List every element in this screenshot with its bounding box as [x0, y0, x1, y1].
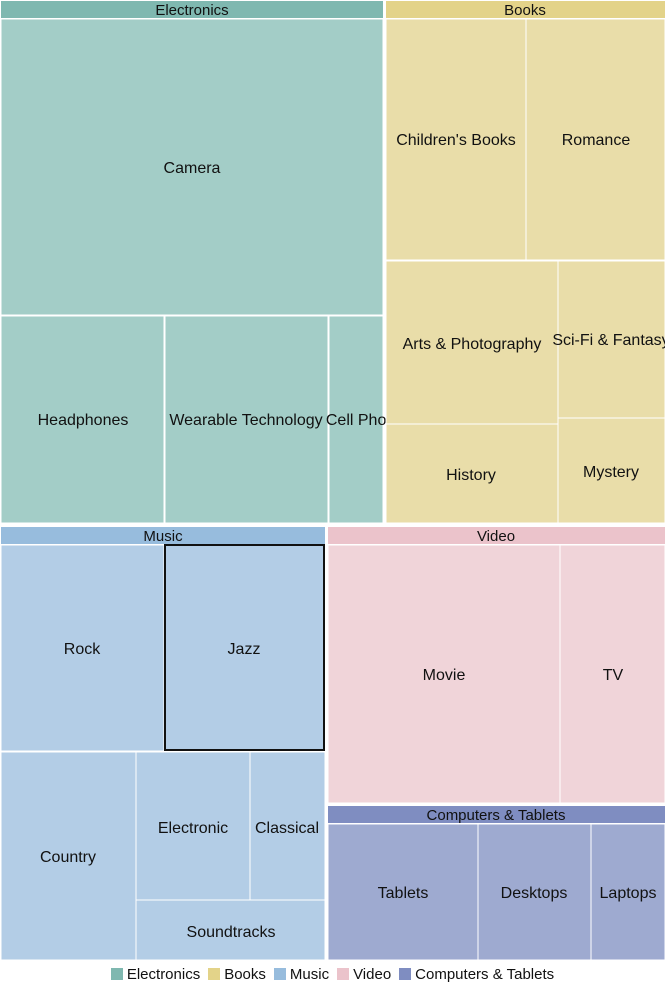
leaf-label-sci-fi-fantasy: Sci-Fi & Fantasy: [552, 332, 665, 349]
leaf-label-camera: Camera: [164, 160, 221, 177]
group-header-label-music: Music: [143, 528, 183, 545]
group-header-label-electronics: Electronics: [155, 2, 228, 19]
leaf-label-headphones: Headphones: [38, 412, 129, 429]
leaf-label-tablets: Tablets: [378, 885, 429, 902]
treemap-chart: Electronics Camera Headphones Wearable T…: [0, 0, 665, 962]
leaf-headphones[interactable]: [0, 315, 165, 524]
leaf-electronic[interactable]: [135, 751, 251, 901]
legend-item-books[interactable]: Books: [208, 966, 266, 983]
legend: Electronics Books Music Video Computers …: [0, 962, 665, 986]
leaf-label-wearable-technology: Wearable Technology: [169, 412, 322, 429]
leaf-label-childrens-books: Children's Books: [396, 132, 516, 149]
leaf-wearable-technology[interactable]: [164, 315, 329, 524]
group-header-label-video: Video: [477, 528, 515, 545]
leaf-label-classical: Classical: [255, 820, 319, 837]
leaf-cell-phones[interactable]: [328, 315, 384, 524]
leaf-jazz[interactable]: [164, 544, 325, 751]
leaf-label-jazz: Jazz: [228, 641, 261, 658]
legend-swatch-books: [208, 968, 221, 980]
legend-item-music[interactable]: Music: [273, 965, 330, 983]
leaf-movie[interactable]: [327, 544, 561, 804]
leaf-tv[interactable]: [559, 544, 665, 804]
legend-label-electronics: Electronics: [126, 965, 201, 983]
leaf-label-laptops: Laptops: [600, 885, 657, 902]
legend-swatch-electronics: [110, 968, 123, 980]
legend-label-music: Music: [289, 965, 330, 983]
group-header-label-computers-tablets: Computers & Tablets: [427, 807, 566, 824]
leaf-desktops[interactable]: [477, 823, 592, 961]
legend-label-video: Video: [353, 965, 392, 983]
leaf-label-rock: Rock: [64, 641, 101, 658]
leaf-label-electronic: Electronic: [158, 820, 228, 837]
legend-swatch-computers-tablets: [399, 968, 412, 980]
leaf-rock[interactable]: [0, 544, 165, 752]
leaf-camera[interactable]: [0, 18, 384, 316]
group-header-music[interactable]: [1, 527, 325, 544]
legend-item-computers-tablets[interactable]: Computers & Tablets: [399, 966, 554, 983]
group-header-computers-tablets[interactable]: [328, 806, 665, 823]
leaf-tablets[interactable]: [327, 823, 479, 961]
leaf-label-mystery: Mystery: [583, 464, 639, 481]
group-header-electronics[interactable]: [1, 1, 383, 18]
legend-label-computers-tablets: Computers & Tablets: [415, 965, 555, 983]
group-books: Books Children's Books Romance Arts & Ph…: [385, 1, 665, 524]
legend-item-electronics[interactable]: Electronics: [110, 965, 201, 983]
leaf-label-movie: Movie: [423, 667, 466, 684]
group-electronics: Electronics Camera Headphones Wearable T…: [0, 1, 412, 524]
leaf-classical[interactable]: [249, 751, 326, 901]
leaf-label-history: History: [446, 467, 496, 484]
group-video: Video Movie TV: [327, 527, 665, 804]
group-header-video[interactable]: [328, 527, 665, 544]
leaf-label-arts-photography: Arts & Photography: [403, 336, 542, 353]
legend-label-books: Books: [224, 965, 266, 983]
group-computers-tablets: Computers & Tablets Tablets Desktops Lap…: [327, 806, 665, 961]
leaf-label-romance: Romance: [562, 132, 631, 149]
leaf-label-soundtracks: Soundtracks: [187, 924, 276, 941]
leaf-soundtracks[interactable]: [135, 899, 326, 961]
leaf-mystery[interactable]: [557, 417, 665, 524]
leaf-history[interactable]: [385, 423, 559, 524]
leaf-label-country: Country: [40, 849, 96, 866]
group-header-label-books: Books: [504, 2, 546, 19]
legend-swatch-video: [337, 968, 350, 980]
group-header-books[interactable]: [386, 1, 665, 18]
group-music: Music Rock Jazz Country Electronic Class…: [0, 527, 326, 961]
leaf-country[interactable]: [0, 751, 137, 961]
legend-item-video[interactable]: Video: [337, 966, 391, 983]
leaf-label-desktops: Desktops: [501, 885, 568, 902]
leaf-sci-fi-fantasy[interactable]: [557, 260, 665, 419]
legend-swatch-music: [273, 968, 286, 980]
leaf-romance[interactable]: [525, 18, 665, 261]
leaf-laptops[interactable]: [590, 823, 665, 961]
leaf-label-tv: TV: [603, 667, 624, 684]
